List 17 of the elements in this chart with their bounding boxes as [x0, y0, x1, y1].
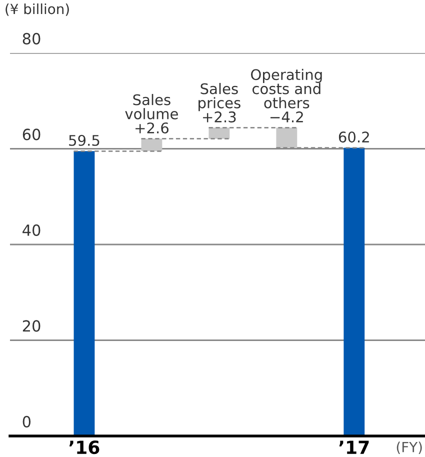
x-tick-label: Sales volume — [125, 94, 178, 120]
y-tick-label: 80 — [22, 32, 40, 44]
y-tick-label: 40 — [22, 224, 40, 236]
x-tick-label: Sales prices — [198, 82, 240, 112]
x-tick-label: ’16 — [69, 440, 100, 454]
data-label: 60.2 — [338, 132, 369, 143]
data-label: 59.5 — [69, 134, 100, 146]
data-label: +2.3 — [203, 111, 236, 122]
x-axis-title: (FY) — [396, 442, 422, 454]
y-tick-label: 0 — [22, 416, 31, 428]
data-label: −4.2 — [270, 111, 303, 122]
y-axis-title: (¥ billion) — [6, 3, 69, 16]
y-tick-label: 20 — [22, 320, 40, 332]
x-tick-label: Operating costs and others — [251, 68, 322, 108]
y-tick-label: 60 — [22, 128, 40, 140]
data-label: +2.6 — [136, 122, 168, 134]
x-tick-label: ’17 — [339, 440, 369, 454]
